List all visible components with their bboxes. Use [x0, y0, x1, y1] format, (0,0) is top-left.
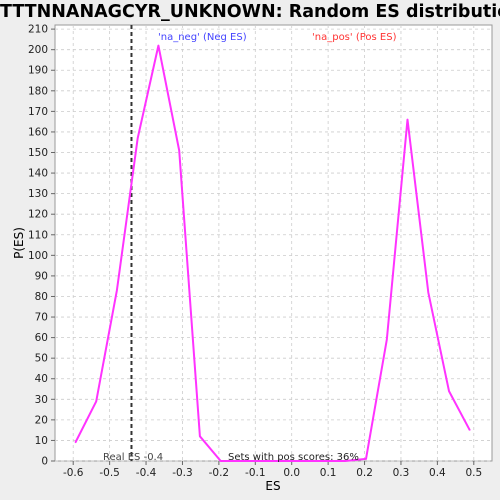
- x-tick-label: 0.2: [356, 467, 373, 479]
- y-tick-label: 180: [28, 85, 48, 97]
- x-tick-label: -0.3: [172, 467, 193, 479]
- data-point: [427, 291, 429, 293]
- y-tick-label: 110: [28, 229, 48, 241]
- y-tick-label: 140: [28, 168, 48, 180]
- x-tick-label: -0.5: [99, 467, 120, 479]
- x-axis-label: ES: [265, 479, 280, 493]
- data-point: [95, 400, 97, 402]
- y-tick-label: 70: [35, 312, 48, 324]
- data-point: [344, 460, 346, 462]
- y-tick-label: 100: [28, 250, 48, 262]
- y-tick-label: 120: [28, 209, 48, 221]
- real-es-label: Real ES -0.4: [103, 452, 163, 463]
- series-line: [74, 44, 471, 462]
- y-tick-label: 30: [35, 394, 48, 406]
- x-axis-ticks: -0.6 -0.5 -0.4 -0.3 -0.2 -0.1 0.0 0.1 0.2 0.3 0.4 0…: [63, 461, 482, 479]
- grid-lines: [55, 25, 492, 462]
- x-tick-label: -0.1: [245, 467, 266, 479]
- data-point: [178, 149, 180, 152]
- x-tick-label: 0.1: [320, 467, 337, 479]
- data-point: [448, 390, 450, 392]
- pos-es-annotation: 'na_pos' (Pos ES): [312, 32, 397, 43]
- data-point: [116, 289, 118, 291]
- data-point: [323, 460, 326, 462]
- series-lines: [74, 44, 471, 462]
- y-axis-ticks: 0 10 20 30 40 50 60 70 80 90 100 110 120 130 140 150 160…: [28, 24, 55, 468]
- data-point: [469, 429, 471, 431]
- y-tick-label: 50: [35, 353, 48, 365]
- data-point: [365, 458, 367, 460]
- neg-es-annotation: 'na_neg' (Neg ES): [158, 32, 247, 43]
- y-axis-label: P(ES): [12, 227, 26, 259]
- x-tick-label: 0.0: [283, 467, 300, 479]
- x-tick-label: 0.4: [429, 467, 446, 479]
- y-tick-label: 200: [28, 44, 48, 56]
- y-tick-label: 20: [35, 414, 48, 426]
- data-point: [261, 460, 263, 462]
- y-tick-label: 0: [41, 456, 48, 468]
- y-tick-label: 40: [35, 373, 48, 385]
- x-tick-label: -0.6: [63, 467, 84, 479]
- data-point: [303, 460, 305, 462]
- data-point: [74, 441, 76, 444]
- y-tick-label: 190: [28, 65, 48, 77]
- x-tick-label: -0.4: [136, 467, 157, 479]
- y-tick-label: 10: [35, 435, 48, 447]
- data-point: [240, 460, 243, 462]
- chart-title: TTTNNANAGCYR_UNKNOWN: Random ES distribu…: [0, 2, 500, 22]
- data-point: [386, 339, 388, 341]
- y-tick-label: 80: [35, 291, 48, 303]
- plot-area: [54, 24, 493, 462]
- data-point: [406, 119, 409, 121]
- y-tick-label: 90: [35, 270, 48, 282]
- data-point: [282, 460, 284, 462]
- y-tick-label: 130: [28, 188, 48, 200]
- data-point: [199, 435, 201, 437]
- y-tick-label: 60: [35, 332, 48, 344]
- y-tick-label: 160: [28, 126, 48, 138]
- x-tick-label: 0.3: [393, 467, 410, 479]
- pos-scores-label: Sets with pos scores: 36%: [228, 452, 359, 463]
- data-point: [137, 137, 139, 139]
- series-points: [74, 44, 471, 462]
- y-tick-label: 170: [28, 106, 48, 118]
- x-tick-label: -0.2: [209, 467, 230, 479]
- y-tick-label: 150: [28, 147, 48, 159]
- x-tick-label: 0.5: [465, 467, 482, 479]
- data-point: [157, 44, 160, 47]
- data-point: [220, 460, 222, 462]
- y-tick-label: 210: [28, 24, 48, 36]
